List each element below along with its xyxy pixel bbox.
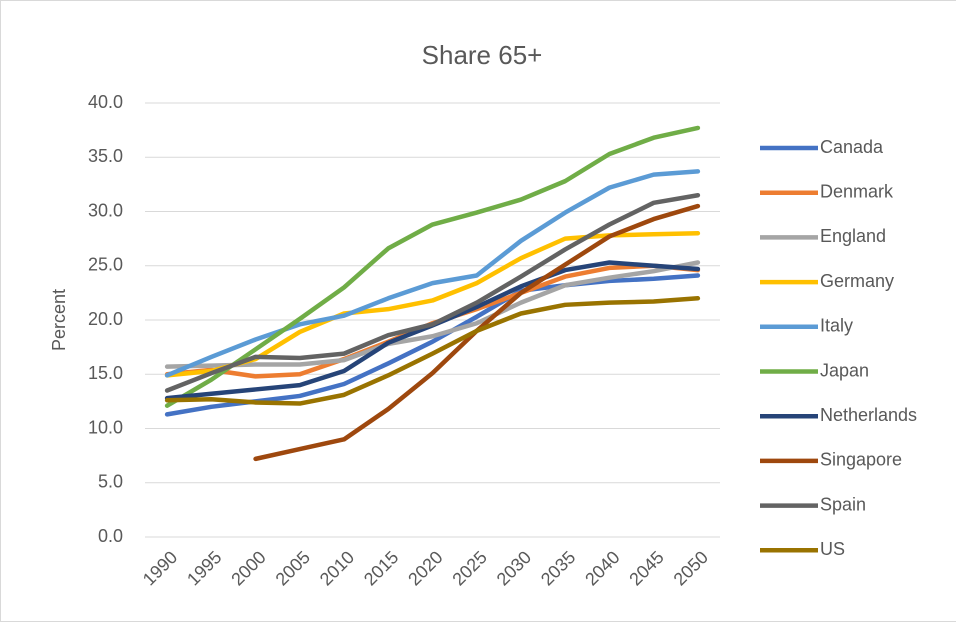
legend-label: Spain (820, 494, 866, 514)
series-line (164, 192, 701, 393)
series-line (164, 169, 701, 378)
y-tick-label: 30.0 (88, 200, 123, 220)
y-tick-label: 25.0 (88, 255, 123, 275)
y-tick-label: 15.0 (88, 363, 123, 383)
legend-label: Singapore (820, 450, 902, 470)
legend-label: Denmark (820, 181, 894, 201)
legend-label: Netherlands (820, 405, 917, 425)
y-axis-label: Percent (49, 289, 69, 351)
legend-label: Canada (820, 137, 884, 157)
y-tick-label: 35.0 (88, 146, 123, 166)
chart-title: Share 65+ (422, 40, 543, 70)
legend-label: Germany (820, 271, 894, 291)
series-line (164, 125, 701, 408)
y-tick-label: 5.0 (98, 472, 123, 492)
series-line (164, 296, 701, 406)
y-tick-label: 10.0 (88, 417, 123, 437)
legend-label: US (820, 539, 845, 559)
series-line (164, 260, 701, 369)
y-tick-label: 20.0 (88, 309, 123, 329)
y-tick-label: 40.0 (88, 92, 123, 112)
legend-label: Japan (820, 360, 869, 380)
legend-label: England (820, 226, 886, 246)
y-tick-label: 0.0 (98, 526, 123, 546)
legend-label: Italy (820, 316, 853, 336)
